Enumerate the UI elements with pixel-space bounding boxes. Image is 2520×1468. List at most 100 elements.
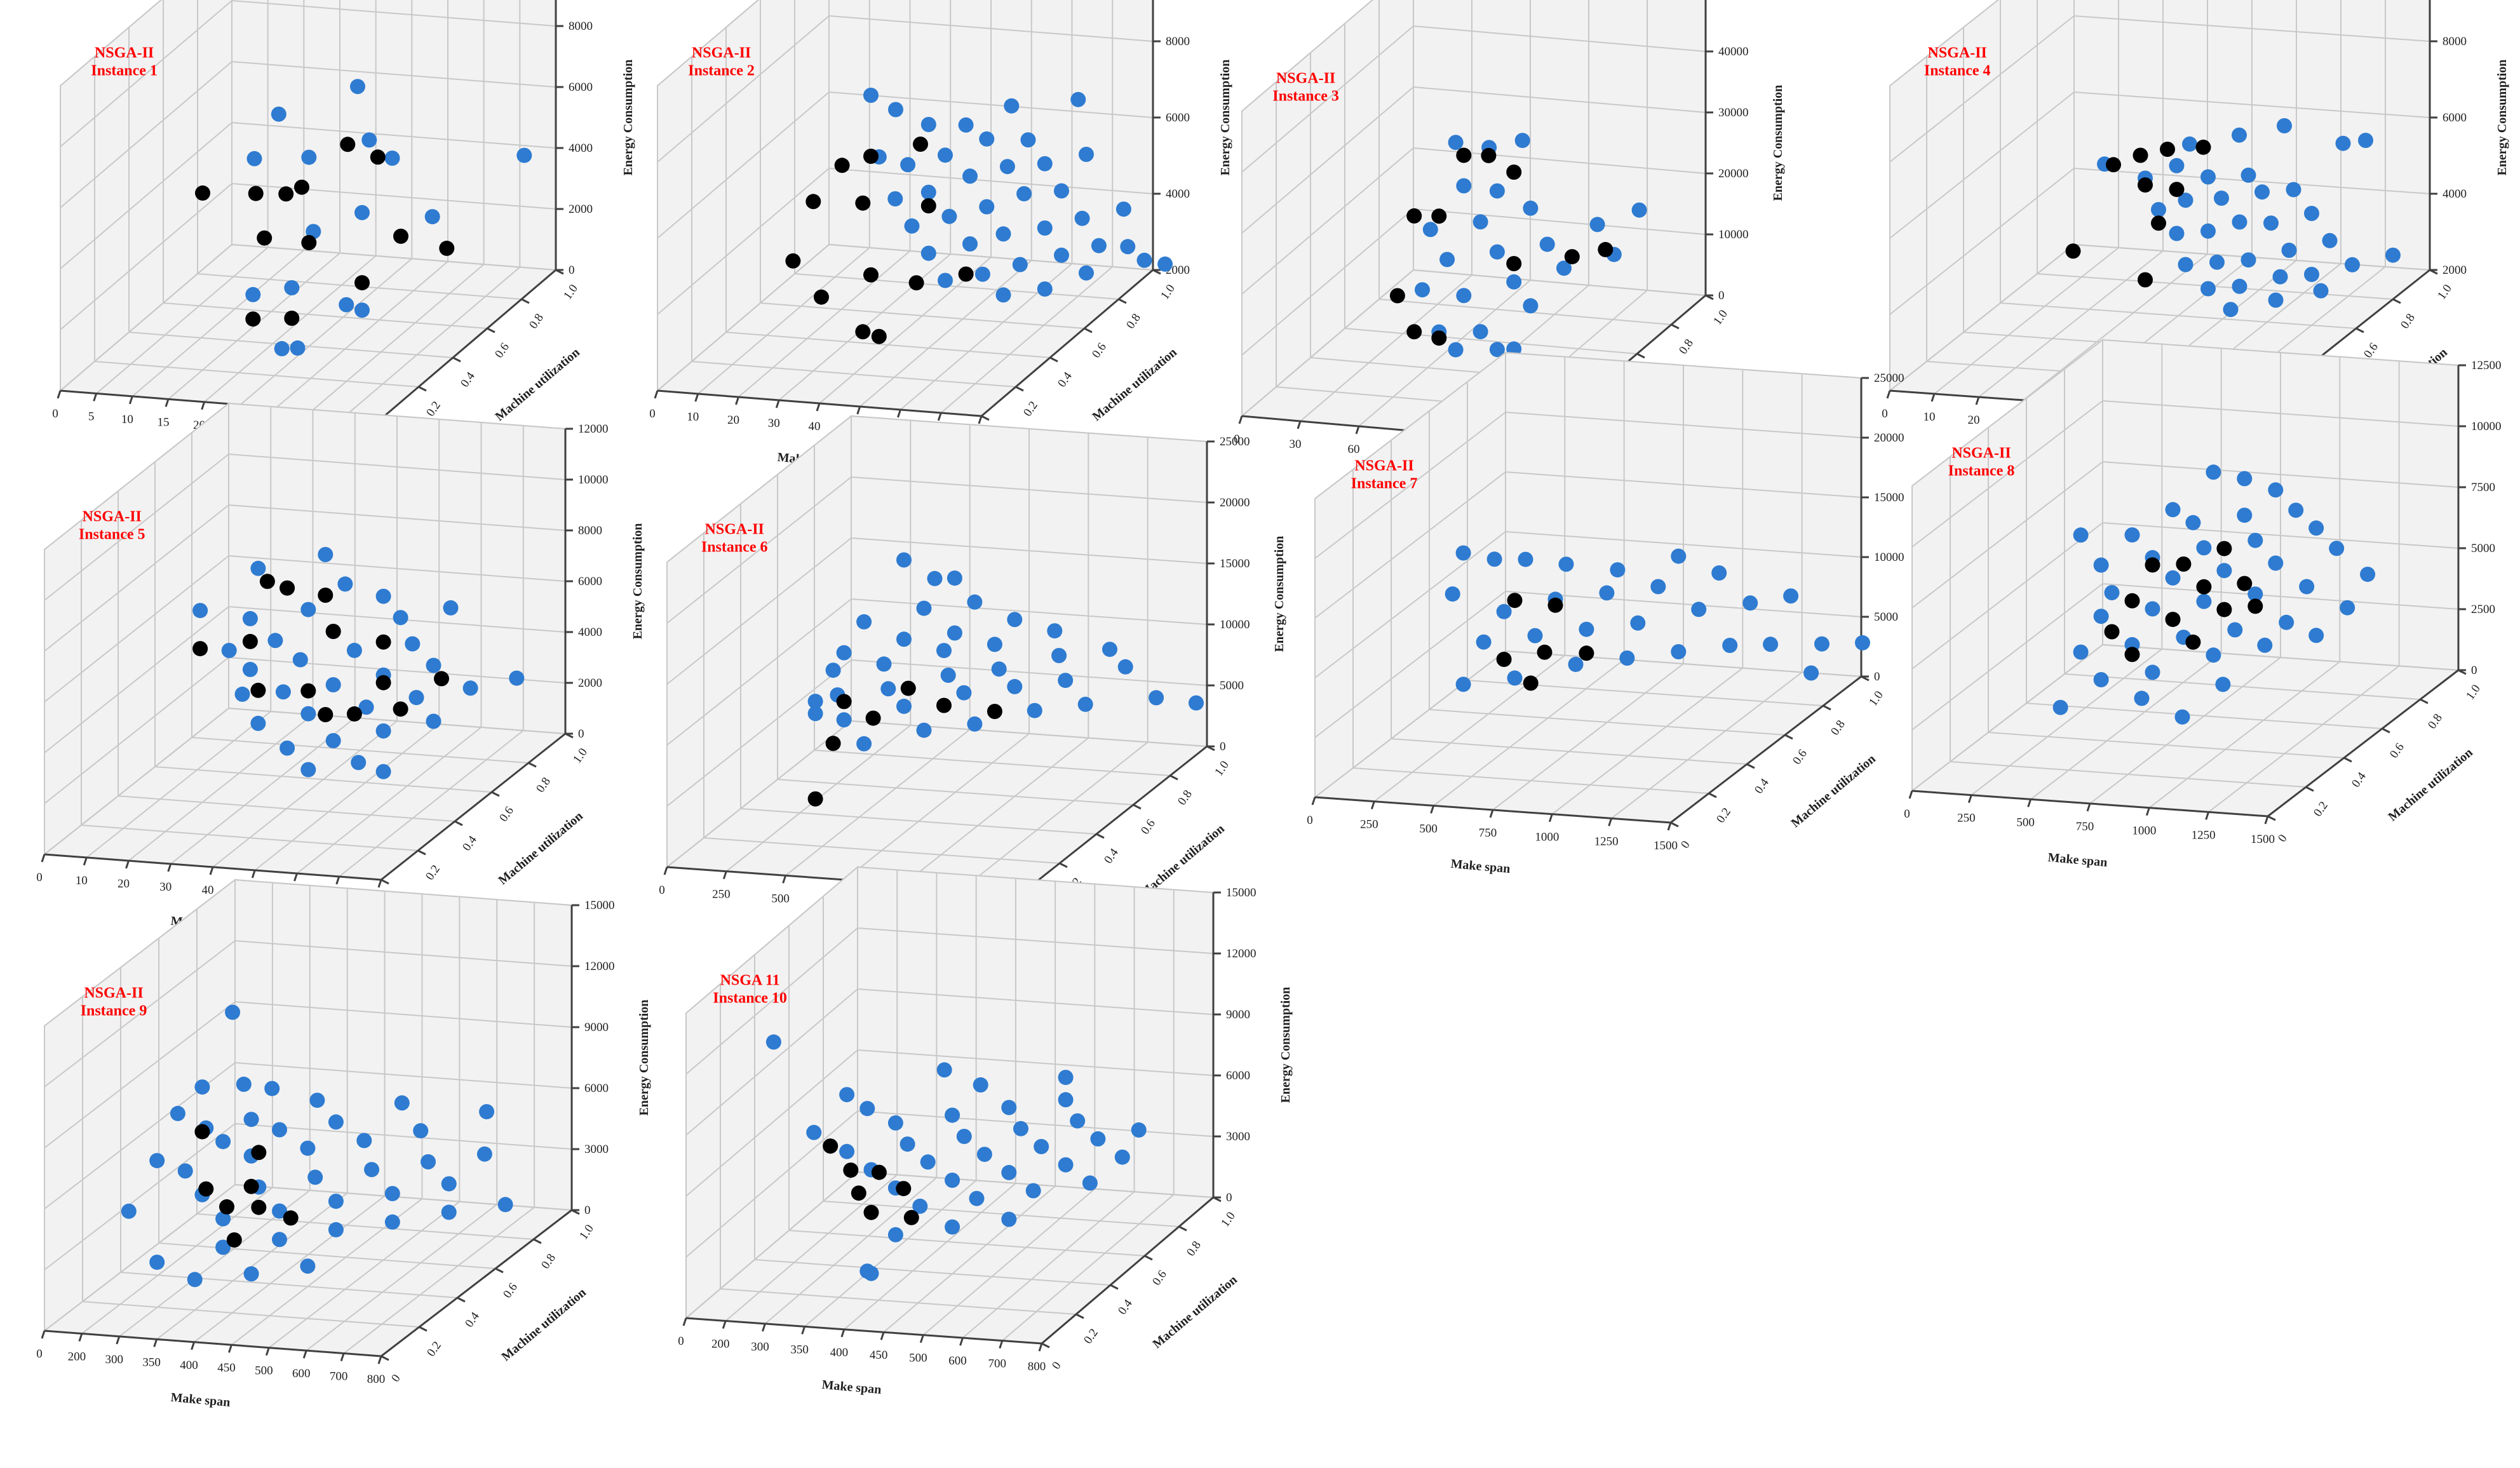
data-point xyxy=(1448,342,1464,358)
data-point xyxy=(896,698,912,714)
data-point xyxy=(2257,637,2273,653)
data-point xyxy=(995,287,1011,303)
data-point xyxy=(1027,703,1042,718)
pareto-data-point xyxy=(257,230,273,246)
data-point xyxy=(280,740,295,756)
x-tick-label: 1000 xyxy=(1535,831,1559,844)
chart-title: NSGA-II xyxy=(84,985,143,1002)
y-axis-line xyxy=(2267,669,2459,818)
data-point xyxy=(2281,243,2297,258)
data-point xyxy=(1589,217,1605,232)
pareto-data-point xyxy=(1523,675,1539,691)
z-tick-label: 2000 xyxy=(578,677,602,690)
x-tick-label: 10 xyxy=(1924,410,1936,424)
data-point xyxy=(1115,201,1131,217)
y-tick-label: 0.2 xyxy=(1081,1326,1101,1346)
dominated-solutions xyxy=(245,79,532,356)
data-point xyxy=(947,625,962,641)
pareto-data-point xyxy=(1598,241,1614,257)
dominated-solutions xyxy=(121,1004,513,1288)
pareto-data-point xyxy=(865,710,881,726)
x-tick-label: 20 xyxy=(1968,414,1980,427)
data-point xyxy=(476,1146,492,1162)
data-point xyxy=(2247,532,2263,548)
data-point xyxy=(364,1162,380,1178)
data-point xyxy=(361,132,377,148)
data-point xyxy=(2182,136,2197,152)
data-point xyxy=(2134,690,2150,706)
pareto-front-solutions xyxy=(823,1138,919,1225)
data-point xyxy=(1763,636,1779,652)
pareto-data-point xyxy=(219,1199,234,1215)
dominated-solutions xyxy=(1415,133,1647,358)
data-point xyxy=(2322,232,2338,248)
data-point xyxy=(1671,548,1687,564)
data-point xyxy=(2240,167,2256,183)
data-point xyxy=(149,1153,165,1169)
z-tick-label: 10000 xyxy=(1220,618,1250,631)
data-point xyxy=(863,88,879,103)
z-axis-label: Energy Consumption xyxy=(631,523,645,640)
y-axis-label: Machine utilization xyxy=(1150,1273,1239,1352)
y-tick-label: 0 xyxy=(1678,838,1693,851)
chart-subtitle: Instance 9 xyxy=(81,1003,147,1020)
x-tick-label: 1000 xyxy=(2132,825,2156,838)
data-point xyxy=(354,205,370,220)
data-point xyxy=(307,1169,323,1185)
data-point xyxy=(1082,1175,1098,1191)
data-point xyxy=(271,106,286,122)
data-point xyxy=(888,102,903,118)
y-tick-label: 0.4 xyxy=(462,1310,482,1330)
data-point xyxy=(2169,226,2185,241)
data-point xyxy=(264,1081,280,1096)
pareto-data-point xyxy=(340,137,356,152)
pareto-data-point xyxy=(871,1164,887,1180)
chart-title: NSGA-II xyxy=(1951,445,2011,462)
data-point xyxy=(2385,247,2401,263)
data-point xyxy=(880,681,896,697)
data-point xyxy=(1051,648,1067,663)
y-tick-label: 0.6 xyxy=(1138,817,1158,837)
data-point xyxy=(1422,222,1438,238)
x-tick-label: 600 xyxy=(948,1354,967,1368)
z-tick-label: 10000 xyxy=(1874,551,1904,564)
y-tick-label: 0.4 xyxy=(1752,776,1772,797)
z-tick-label: 0 xyxy=(1226,1191,1232,1204)
data-point xyxy=(441,1176,457,1192)
data-point xyxy=(1630,615,1646,631)
data-point xyxy=(2200,169,2216,185)
data-point xyxy=(1489,342,1505,358)
y-tick-label: 1.0 xyxy=(561,282,581,302)
z-tick-label: 25000 xyxy=(1874,372,1904,385)
z-tick-label: 3000 xyxy=(1226,1130,1250,1143)
x-tick-label: 10 xyxy=(687,410,699,424)
data-point xyxy=(1472,214,1488,230)
data-point xyxy=(2093,609,2109,624)
chart-title: NSGA-II xyxy=(1928,45,1987,62)
data-point xyxy=(2178,257,2193,273)
data-point xyxy=(962,236,978,252)
data-point xyxy=(2340,600,2355,616)
y-tick-label: 0.8 xyxy=(1124,311,1143,332)
z-tick-label: 12500 xyxy=(2471,359,2502,372)
y-tick-label: 1.0 xyxy=(570,746,590,766)
pareto-data-point xyxy=(2247,598,2263,614)
data-point xyxy=(1415,282,1430,298)
data-point xyxy=(2288,502,2304,518)
y-tick-label: 1.0 xyxy=(1711,307,1730,328)
dominated-solutions xyxy=(2052,464,2376,725)
data-point xyxy=(1079,147,1094,162)
data-point xyxy=(1527,628,1543,643)
data-point xyxy=(1507,670,1523,686)
data-point xyxy=(1157,256,1173,272)
data-point xyxy=(243,1112,259,1128)
pareto-data-point xyxy=(863,1204,879,1220)
data-point xyxy=(2206,464,2221,480)
z-tick-label: 20000 xyxy=(1718,167,1749,180)
data-point xyxy=(2345,257,2360,273)
y-tick-label: 1.0 xyxy=(1218,1209,1238,1230)
data-point xyxy=(2200,281,2216,297)
chart-title: NSGA-II xyxy=(692,45,751,62)
data-point xyxy=(896,631,912,647)
data-point xyxy=(887,1227,903,1242)
